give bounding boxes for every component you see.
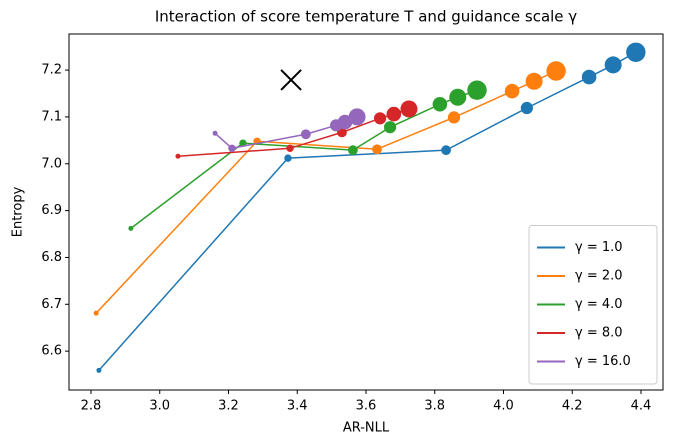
chart-title: Interaction of score temperature T and g… xyxy=(155,8,577,26)
point xyxy=(525,72,543,90)
point xyxy=(449,88,467,106)
y-tick-label: 7.0 xyxy=(41,156,62,171)
point xyxy=(93,310,99,316)
point xyxy=(212,130,218,136)
legend-label: γ = 4.0 xyxy=(575,297,623,312)
point xyxy=(467,80,487,100)
legend-box xyxy=(528,225,658,385)
legend: γ = 1.0 γ = 2.0 γ = 4.0 γ = 8.0 γ = 16.0 xyxy=(528,225,658,385)
y-tick-label: 7.1 xyxy=(41,109,62,124)
x-tick-label: 3.6 xyxy=(356,399,377,414)
point xyxy=(386,106,402,122)
legend-label: γ = 16.0 xyxy=(575,354,631,369)
x-tick-label: 3.2 xyxy=(218,399,239,414)
point xyxy=(504,83,520,99)
point xyxy=(432,96,448,112)
point xyxy=(337,114,353,130)
legend-label: γ = 8.0 xyxy=(575,326,623,341)
point xyxy=(581,69,597,85)
reference-stroke xyxy=(280,69,302,91)
y-tick-label: 6.7 xyxy=(41,297,62,312)
point xyxy=(300,129,311,140)
x-tick-label: 4.2 xyxy=(562,399,583,414)
point xyxy=(383,121,397,134)
point xyxy=(348,108,366,126)
y-tick-label: 6.6 xyxy=(41,344,62,359)
reference-marker xyxy=(280,69,302,91)
x-tick-label: 4.0 xyxy=(493,399,514,414)
point xyxy=(441,145,451,156)
point xyxy=(372,144,382,155)
legend-label: γ = 1.0 xyxy=(575,240,623,255)
point xyxy=(400,100,418,118)
point xyxy=(447,111,461,124)
x-tick-label: 3.4 xyxy=(287,399,308,414)
point xyxy=(96,367,102,373)
point xyxy=(239,139,247,147)
y-tick-label: 6.8 xyxy=(41,250,62,265)
plot-frame xyxy=(68,33,664,391)
series-line xyxy=(95,70,557,314)
y-tick-label: 7.2 xyxy=(41,63,62,78)
legend-label: γ = 2.0 xyxy=(575,269,623,284)
point xyxy=(228,144,236,152)
point xyxy=(546,61,566,81)
x-tick-label: 4.4 xyxy=(631,399,652,414)
x-axis-label: AR-NLL xyxy=(343,421,390,436)
point xyxy=(348,145,358,156)
point xyxy=(604,56,622,74)
point xyxy=(128,225,134,231)
point xyxy=(286,144,294,152)
x-tick-label: 3.8 xyxy=(424,399,445,414)
series-line xyxy=(130,89,478,229)
y-axis-label: Entropy xyxy=(11,186,26,237)
x-tick-label: 3.0 xyxy=(149,399,170,414)
point xyxy=(284,154,292,162)
point xyxy=(175,153,181,159)
point xyxy=(626,42,646,62)
point xyxy=(373,112,387,125)
point xyxy=(520,101,533,115)
x-tick-label: 2.8 xyxy=(81,399,102,414)
y-tick-label: 6.9 xyxy=(41,203,62,218)
